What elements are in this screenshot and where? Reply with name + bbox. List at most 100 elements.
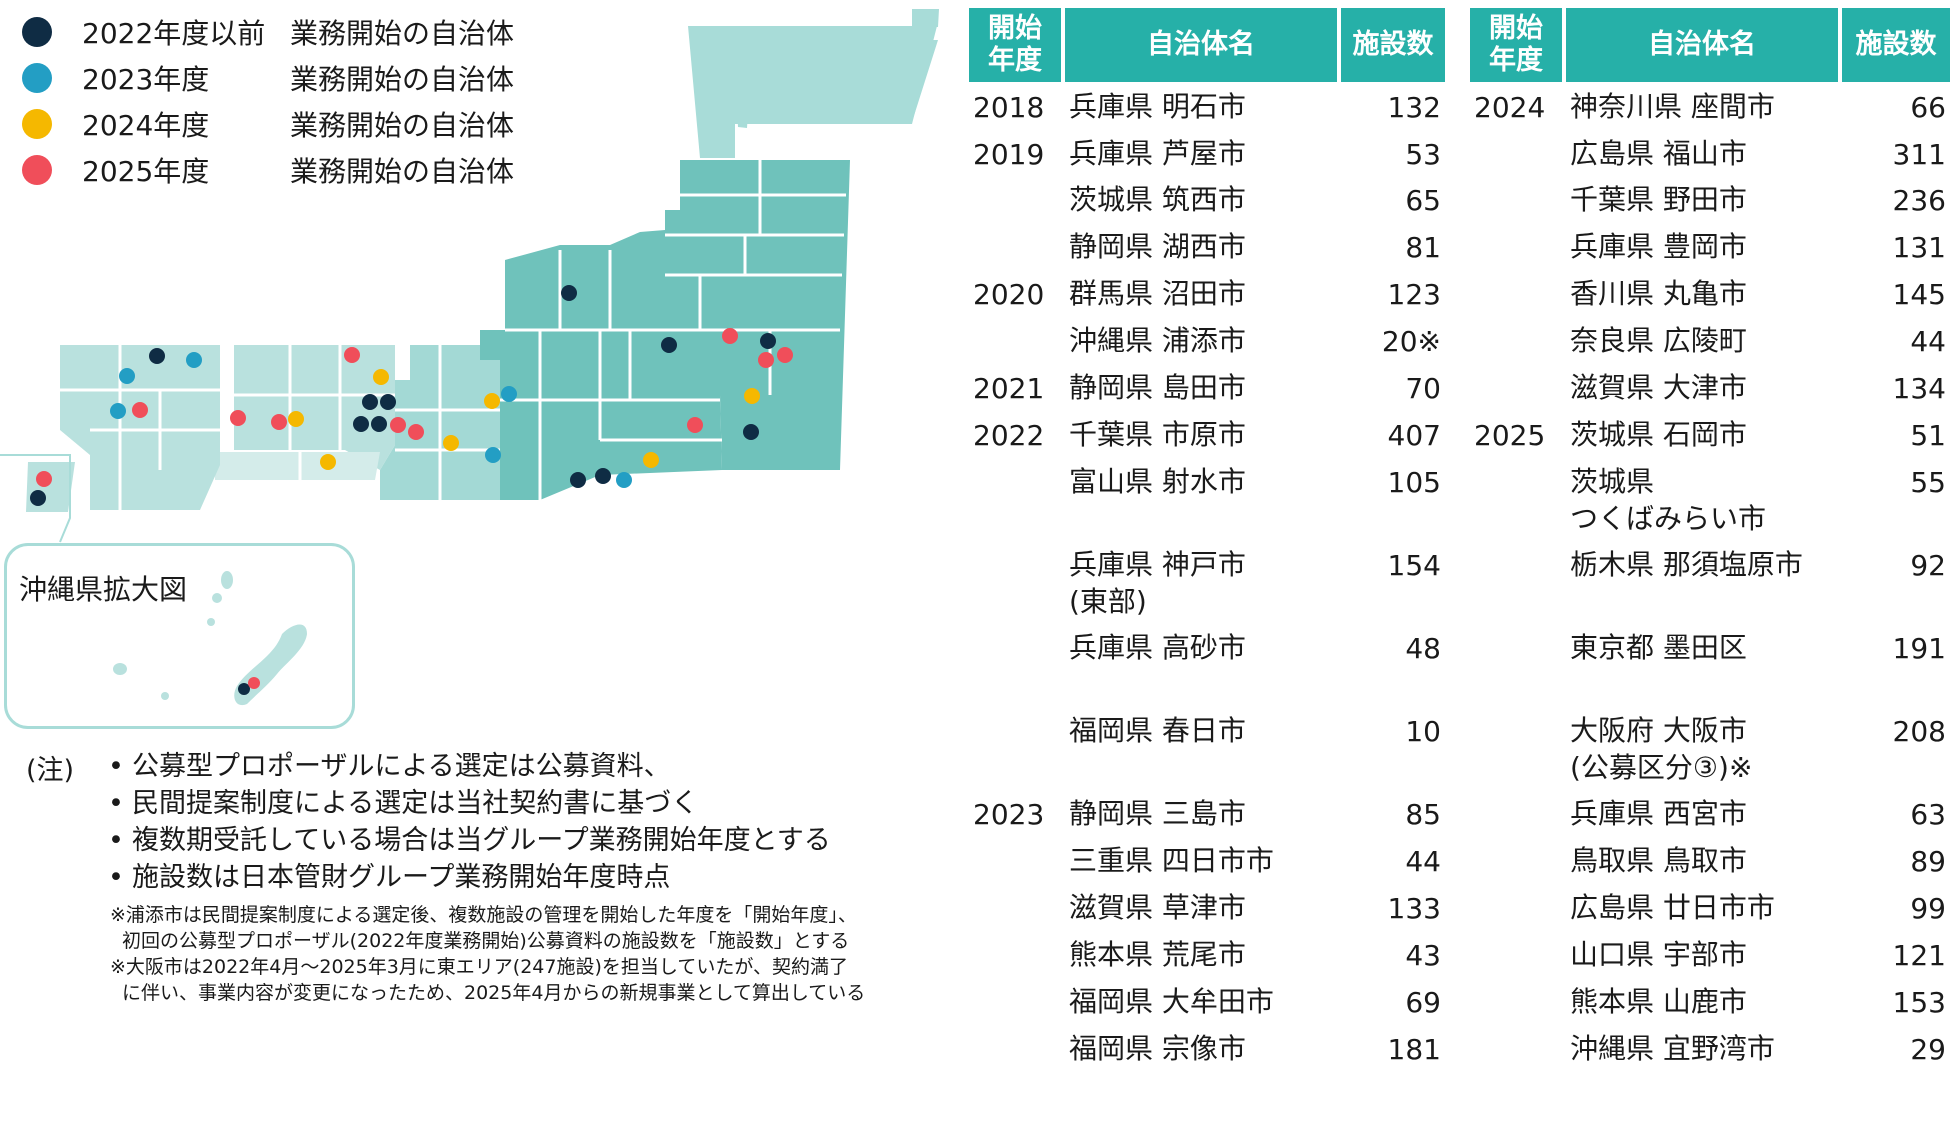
cell-facility-count: 407 (1387, 419, 1441, 452)
prefecture: 鳥取県 (1570, 844, 1655, 877)
municipality-line: 静岡県 島田市 (1069, 369, 1246, 406)
city: 草津市 (1161, 891, 1246, 924)
city: 四日市市 (1161, 844, 1274, 877)
cell-municipality: 兵庫県 神戸市 (東部) (1069, 546, 1246, 620)
marker-2022 (362, 394, 378, 410)
cell-start-year: 2024 (1474, 91, 1546, 124)
city: 宗像市 (1161, 1032, 1246, 1065)
city: 大津市 (1662, 371, 1747, 404)
marker-2025 (722, 328, 738, 344)
marker-2023 (616, 472, 632, 488)
city: 宜野湾市 (1662, 1032, 1775, 1065)
cell-facility-count: 43 (1405, 939, 1441, 972)
cell-municipality: 茨城県 筑西市 (1069, 181, 1246, 218)
cell-facility-count: 51 (1910, 419, 1946, 452)
cell-start-year: 2021 (973, 372, 1045, 405)
municipality-line: 香川県 丸亀市 (1570, 275, 1747, 312)
municipality-line: 富山県 射水市 (1069, 463, 1246, 500)
city: 大阪市 (1662, 714, 1747, 747)
legend-dot-2024 (22, 109, 52, 139)
prefecture: 静岡県 (1069, 371, 1154, 404)
municipality-line: 滋賀県 草津市 (1069, 889, 1246, 926)
cell-municipality: 兵庫県 芦屋市 (1069, 135, 1246, 172)
marker-2025 (248, 677, 260, 689)
cell-municipality: 大阪府 大阪市 (公募区分③)※ (1570, 712, 1752, 786)
municipality-line-2: (公募区分③)※ (1570, 751, 1753, 784)
cell-facility-count: 131 (1892, 231, 1946, 264)
prefecture: 兵庫県 (1570, 797, 1655, 830)
prefecture: 三重県 (1069, 844, 1154, 877)
prefecture: 兵庫県 (1069, 90, 1154, 123)
city: 福山市 (1662, 137, 1747, 170)
cell-municipality: 福岡県 大牟田市 (1069, 983, 1274, 1020)
footnote: に伴い、事業内容が変更になったため、2025年4月からの新規事業として算出してい… (122, 982, 866, 1004)
cell-municipality: 富山県 射水市 (1069, 463, 1246, 500)
municipality-line: 茨城県 (1570, 463, 1766, 500)
cell-start-year: 2018 (973, 91, 1045, 124)
city: 湖西市 (1161, 230, 1246, 263)
cell-municipality: 茨城県 つくばみらい市 (1570, 463, 1766, 537)
cell-municipality: 神奈川県 座間市 (1570, 88, 1775, 125)
cell-facility-count: 63 (1910, 798, 1946, 831)
cell-municipality: 滋賀県 大津市 (1570, 369, 1747, 406)
marker-2022 (149, 348, 165, 364)
cell-facility-count: 181 (1387, 1033, 1441, 1066)
table-header: 開始 年度 自治体名 施設数 (969, 8, 1449, 82)
marker-2022 (380, 394, 396, 410)
prefecture: 沖縄県 (1570, 1032, 1655, 1065)
prefecture: 奈良県 (1570, 324, 1655, 357)
city: 墨田区 (1662, 631, 1747, 664)
cell-facility-count: 81 (1405, 231, 1441, 264)
city: 春日市 (1161, 714, 1246, 747)
city: 大牟田市 (1161, 985, 1274, 1018)
cell-facility-count: 99 (1910, 892, 1946, 925)
marker-2024 (373, 369, 389, 385)
city: 沼田市 (1161, 277, 1246, 310)
municipality-line: 兵庫県 豊岡市 (1570, 228, 1747, 265)
prefecture: 東京都 (1570, 631, 1655, 664)
city: 西宮市 (1662, 797, 1747, 830)
cell-facility-count: 55 (1910, 466, 1946, 499)
cell-facility-count: 311 (1892, 138, 1946, 171)
municipality-line: 兵庫県 明石市 (1069, 88, 1246, 125)
cell-facility-count: 48 (1405, 632, 1441, 665)
okinawa-island (161, 692, 169, 700)
okinawa-inset: 沖縄県拡大図 (4, 543, 355, 729)
municipality-line: 兵庫県 西宮市 (1570, 795, 1747, 832)
municipality-line: 兵庫県 高砂市 (1069, 629, 1246, 666)
cell-municipality: 熊本県 山鹿市 (1570, 983, 1747, 1020)
table-header: 開始 年度 自治体名 施設数 (1470, 8, 1950, 82)
cell-municipality: 静岡県 湖西市 (1069, 228, 1246, 265)
cell-facility-count: 89 (1910, 845, 1946, 878)
okinawa-island (221, 571, 233, 589)
legend-item: 2025年度 業務開始の自治体 (22, 150, 514, 190)
markers-2024 (288, 369, 760, 470)
prefecture: 神奈川県 (1570, 90, 1683, 123)
city: 浦添市 (1161, 324, 1246, 357)
city: 那須塩原市 (1662, 548, 1803, 581)
table-right: 開始 年度 自治体名 施設数 2024 神奈川県 座間市 66 広島県 福山市 311 千葉… (1470, 8, 1950, 1066)
city: 射水市 (1161, 465, 1246, 498)
city: 山鹿市 (1662, 985, 1747, 1018)
prefecture: 福岡県 (1069, 714, 1154, 747)
notes-label: (注) (26, 755, 75, 786)
legend-year: 2023年度 (82, 63, 210, 96)
marker-2025 (777, 347, 793, 363)
map-grid-tohoku (665, 160, 846, 395)
municipality-line: 熊本県 荒尾市 (1069, 936, 1246, 973)
city: 高砂市 (1161, 631, 1246, 664)
marker-2025 (390, 417, 406, 433)
okinawa-islands-graphic (113, 571, 307, 706)
prefecture: 香川県 (1570, 277, 1655, 310)
okinawa-island (207, 618, 215, 626)
header-year-line2: 年度 (988, 45, 1042, 76)
map-region-shikoku (215, 452, 380, 480)
prefecture: 富山県 (1069, 465, 1154, 498)
header-facility-count: 施設数 (1341, 8, 1445, 82)
municipality-line: 茨城県 石岡市 (1570, 416, 1747, 453)
legend-year: 2025年度 (82, 155, 210, 188)
marker-2022 (238, 683, 250, 695)
municipality-line: 三重県 四日市市 (1069, 842, 1274, 879)
prefecture: 群馬県 (1069, 277, 1154, 310)
municipality-line-2: (東部) (1069, 585, 1147, 618)
